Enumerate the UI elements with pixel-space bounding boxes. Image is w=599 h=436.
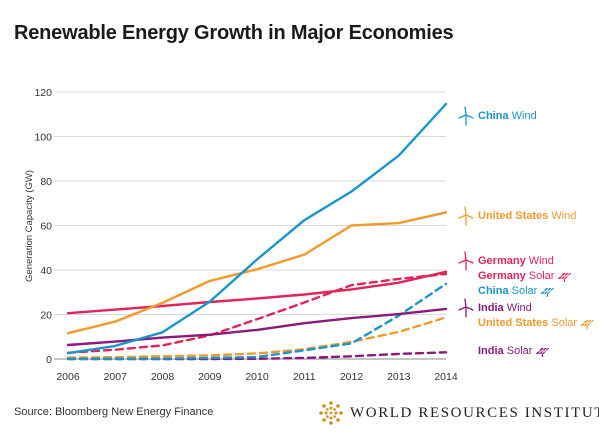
x-tick-label: 2006 — [56, 371, 80, 383]
svg-text:Germany Wind: Germany Wind — [478, 255, 554, 267]
chart-grid — [54, 91, 446, 360]
x-tick-label: 2009 — [198, 371, 222, 383]
svg-text:United States Solar: United States Solar — [478, 317, 577, 329]
y-tick-label: 80 — [40, 176, 52, 188]
series-line-united-states-wind — [66, 211, 448, 335]
wind-turbine-icon — [458, 206, 474, 226]
line-chart: 0 20 40 60 80 100 120 2006 2007 2008 2009 2010 2011… — [24, 87, 595, 383]
source-note: Source: Bloomberg New Energy Finance — [14, 406, 214, 418]
series-line-united-states-solar — [66, 316, 448, 359]
y-axis-ticks: 0 20 40 60 80 100 120 — [34, 87, 52, 366]
series-label-kind: Wind — [551, 210, 576, 222]
series-label-united-states-solar: United States Solar — [478, 317, 595, 329]
svg-text:China Solar: China Solar — [478, 285, 538, 297]
x-axis-ticks: 2006 2007 2008 2009 2010 2011 2012 2013 2014 — [56, 371, 458, 383]
x-tick-label: 2012 — [340, 371, 364, 383]
series-label-kind: Solar — [512, 285, 538, 297]
series-label-country: United States — [478, 210, 548, 222]
publisher-name: WORLD RESOURCES INSTITUTE — [350, 404, 599, 421]
svg-text:United States Wind: United States Wind — [478, 210, 576, 222]
y-axis-label: Generation Capacity (GW) — [24, 170, 35, 282]
x-tick-label: 2011 — [293, 371, 316, 383]
series-label-kind: Wind — [512, 110, 537, 122]
series-label-china-wind: China Wind — [458, 106, 537, 126]
series-label-kind: Solar — [551, 317, 577, 329]
x-tick-label: 2007 — [104, 371, 128, 383]
solar-panel-icon — [540, 287, 555, 297]
x-tick-label: 2010 — [245, 371, 269, 383]
series-line-germany-wind — [66, 270, 448, 315]
solar-panel-icon — [535, 347, 550, 357]
x-tick-label: 2008 — [151, 371, 175, 383]
x-tick-label: 2014 — [434, 371, 458, 383]
series-label-country: China — [478, 285, 509, 297]
wind-turbine-icon — [458, 251, 474, 271]
series-label-country: Germany — [478, 255, 527, 267]
wri-emblem-icon — [319, 401, 343, 425]
chart-series — [66, 102, 448, 361]
series-label-germany-wind: Germany Wind — [458, 251, 554, 271]
series-label-country: India — [478, 302, 505, 314]
y-tick-label: 20 — [40, 310, 52, 322]
page-title: Renewable Energy Growth in Major Economi… — [14, 22, 454, 44]
x-tick-label: 2013 — [387, 371, 411, 383]
series-label-country: China — [478, 110, 509, 122]
svg-text:India Solar: India Solar — [478, 345, 533, 357]
series-label-china-solar: China Solar — [478, 285, 555, 297]
solar-panel-icon — [580, 319, 595, 329]
svg-text:China Wind: China Wind — [478, 110, 537, 122]
series-label-country: India — [478, 345, 505, 357]
series-label-united-states-wind: United States Wind — [458, 206, 576, 226]
solar-panel-icon — [557, 272, 572, 282]
series-label-kind: Solar — [507, 345, 533, 357]
series-label-country: Germany — [478, 270, 527, 282]
y-tick-label: 0 — [46, 354, 52, 366]
series-label-kind: Wind — [529, 255, 554, 267]
wri-logo: WORLD RESOURCES INSTITUTE — [318, 400, 599, 426]
y-tick-label: 120 — [34, 87, 52, 99]
svg-text:India Wind: India Wind — [478, 302, 532, 314]
series-line-china-wind — [66, 102, 448, 355]
svg-text:Germany Solar: Germany Solar — [478, 270, 555, 282]
series-label-kind: Solar — [529, 270, 555, 282]
y-tick-label: 40 — [40, 265, 52, 277]
series-line-india-solar — [66, 351, 448, 361]
series-label-india-solar: India Solar — [478, 345, 550, 357]
series-label-india-wind: India Wind — [458, 298, 532, 318]
wind-turbine-icon — [458, 106, 474, 126]
y-tick-label: 60 — [40, 221, 52, 233]
y-tick-label: 100 — [34, 132, 52, 144]
series-label-germany-solar: Germany Solar — [478, 270, 572, 282]
wind-turbine-icon — [458, 298, 474, 318]
series-label-kind: Wind — [507, 302, 532, 314]
series-line-china-solar — [66, 282, 448, 360]
series-line-germany-solar — [66, 272, 448, 354]
series-label-country: United States — [478, 317, 548, 329]
